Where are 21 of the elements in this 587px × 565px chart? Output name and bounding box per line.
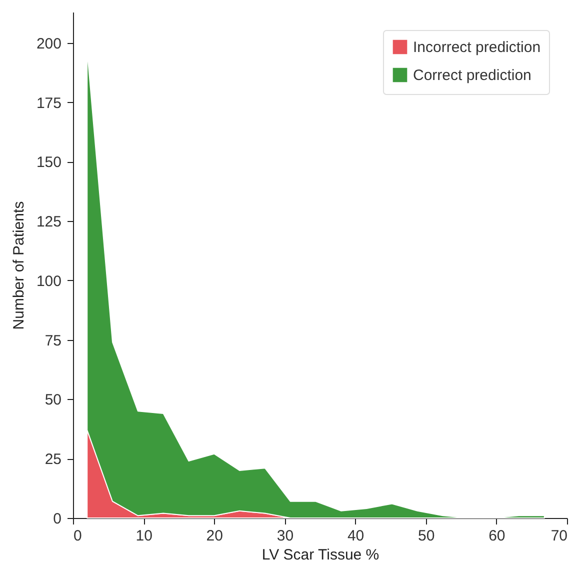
x-tick-label: 20 [206,528,223,544]
y-tick-label: 150 [36,154,62,172]
y-tick-label: 50 [44,392,62,409]
x-axis-title: LV Scar Tissue % [262,546,380,564]
y-tick-label: 75 [44,332,62,350]
legend-label: Correct prediction [413,67,532,84]
legend-label: Incorrect prediction [413,39,541,56]
y-tick-label: 25 [44,451,62,468]
y-tick-label: 200 [36,35,62,52]
x-tick-label: 10 [136,528,152,544]
y-tick-label: 0 [53,510,62,528]
x-tick-label: 0 [74,528,82,544]
x-tick-label: 40 [347,528,364,544]
x-tick-label: 70 [550,528,568,544]
y-axis-title: Number of Patients [10,201,28,330]
y-tick-label: 125 [36,214,62,231]
y-tick-label: 175 [36,94,62,112]
x-tick-label: 50 [418,528,435,544]
x-tick-label: 60 [488,528,506,544]
x-tick-label: 30 [276,528,294,544]
y-tick-label: 100 [36,272,62,290]
